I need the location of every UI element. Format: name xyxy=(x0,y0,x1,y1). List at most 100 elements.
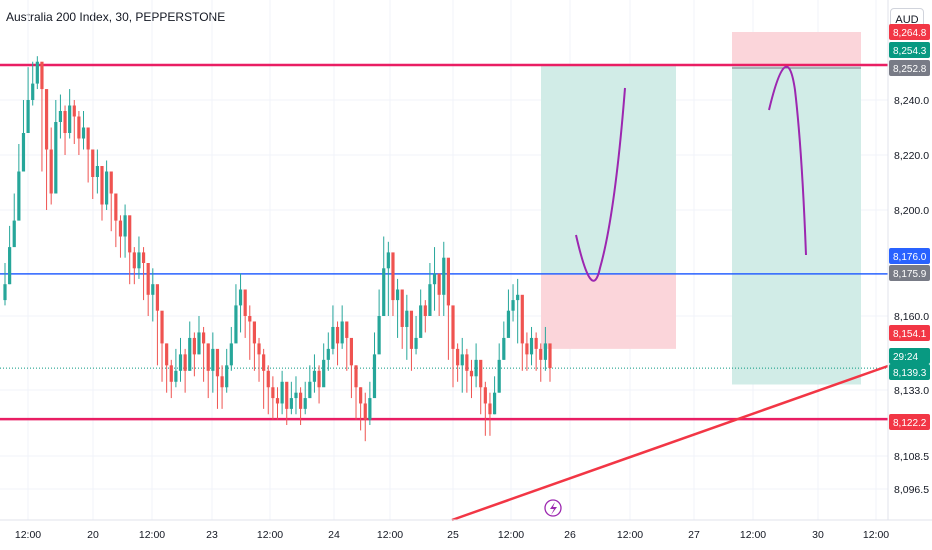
candle-body xyxy=(298,392,303,409)
candle-body xyxy=(86,127,90,150)
candle-body xyxy=(12,220,16,248)
candle-body xyxy=(543,343,547,360)
candle-body xyxy=(483,387,487,404)
candle-body xyxy=(234,305,238,344)
long-take-profit-zone xyxy=(541,65,676,274)
price-label-badge xyxy=(889,325,930,341)
candle-body xyxy=(529,337,534,355)
price-label: 8,264.8 xyxy=(893,28,927,39)
candle-body xyxy=(95,166,99,177)
price-tick-label: 8,240.0 xyxy=(894,95,929,107)
candle-body xyxy=(349,337,353,366)
candle-body xyxy=(451,305,455,349)
candle-body xyxy=(395,289,400,301)
price-label: 8,175.9 xyxy=(893,269,927,280)
candle-body xyxy=(308,381,312,399)
price-axis: 8,240.0 8,220.0 8,200.0 8,160.0 8,133.0 8,108… xyxy=(887,0,929,520)
candle-body xyxy=(183,354,187,371)
time-tick-label: 12:00 xyxy=(498,529,524,541)
candle-body xyxy=(197,332,201,355)
price-labels: 8,264.8 8,254.3 8,252.8 8,176.0 8,175.9 8,154… xyxy=(889,24,930,430)
candle-body xyxy=(363,403,367,420)
candle-body xyxy=(423,305,427,316)
candle-body xyxy=(178,354,183,371)
price-label-badge xyxy=(889,348,930,364)
price-label: 8,139.3 xyxy=(893,368,927,379)
candle-body xyxy=(405,310,409,327)
candle-body xyxy=(294,392,298,399)
candle-body xyxy=(35,61,39,84)
candle-body xyxy=(165,343,169,366)
time-tick-label: 12:00 xyxy=(139,529,165,541)
candle-body xyxy=(409,310,414,349)
price-label-badge xyxy=(889,414,930,430)
candle-body xyxy=(192,337,196,355)
candle-body xyxy=(123,215,127,237)
price-label: 29:24 xyxy=(893,352,918,363)
price-label-badge xyxy=(889,42,930,58)
candle-body xyxy=(262,354,266,371)
candle-body xyxy=(442,257,446,295)
candle-body xyxy=(275,398,280,404)
candle-body xyxy=(479,359,483,388)
candle-body xyxy=(456,348,460,366)
candle-body xyxy=(516,294,520,301)
candle-body xyxy=(322,359,326,388)
candle-body xyxy=(63,111,67,133)
candle-body xyxy=(502,337,506,360)
candle-body xyxy=(359,387,363,404)
candle-body xyxy=(257,343,261,355)
candle-body xyxy=(340,321,344,344)
candle-body xyxy=(49,149,53,194)
price-label: 8,122.2 xyxy=(893,418,927,429)
candle-body xyxy=(460,354,464,366)
candle-body xyxy=(548,343,552,369)
price-label: 8,252.8 xyxy=(893,64,927,75)
candle-body xyxy=(446,257,450,306)
candle-body xyxy=(331,326,335,349)
price-label: 8,254.3 xyxy=(893,46,927,57)
candle-body xyxy=(345,321,349,338)
candle-body xyxy=(488,403,492,415)
candle-body xyxy=(31,83,35,100)
candle-body xyxy=(534,337,538,349)
price-label: 8,154.1 xyxy=(893,329,927,340)
time-tick-label: 25 xyxy=(447,529,459,541)
candle-body xyxy=(525,343,529,355)
candle-body xyxy=(151,284,155,295)
candlesticks xyxy=(3,56,552,442)
candle-body xyxy=(229,343,233,366)
candle-body xyxy=(26,100,30,133)
price-tick-label: 8,220.0 xyxy=(894,150,929,162)
candle-body xyxy=(118,220,123,237)
candle-body xyxy=(326,348,330,360)
candle-body xyxy=(266,370,270,388)
candle-body xyxy=(114,193,118,221)
candle-body xyxy=(243,289,247,316)
candle-body xyxy=(368,398,372,420)
short-take-profit-zone xyxy=(732,65,861,385)
candle-body xyxy=(382,268,386,316)
candle-body xyxy=(68,105,72,133)
short-stop-loss-zone xyxy=(732,32,861,65)
time-tick-label: 30 xyxy=(812,529,824,541)
candle-body xyxy=(202,332,206,344)
trendline xyxy=(451,364,889,522)
chart-title: Australia 200 Index, 30, PEPPERSTONE xyxy=(6,10,226,24)
candle-body xyxy=(312,370,317,382)
time-tick-label: 27 xyxy=(688,529,700,541)
candle-body xyxy=(469,370,474,377)
lightning-icon xyxy=(550,502,557,515)
price-label-badge xyxy=(889,60,930,76)
candle-body xyxy=(372,354,377,399)
candle-body xyxy=(44,89,49,150)
candle-body xyxy=(160,310,164,344)
price-tick-label: 8,160.0 xyxy=(894,311,929,323)
candle-body xyxy=(206,343,210,371)
candle-body xyxy=(506,310,511,338)
candle-body xyxy=(211,348,215,371)
position-zones xyxy=(541,32,861,385)
candle-body xyxy=(280,381,284,404)
candle-body xyxy=(437,273,441,295)
